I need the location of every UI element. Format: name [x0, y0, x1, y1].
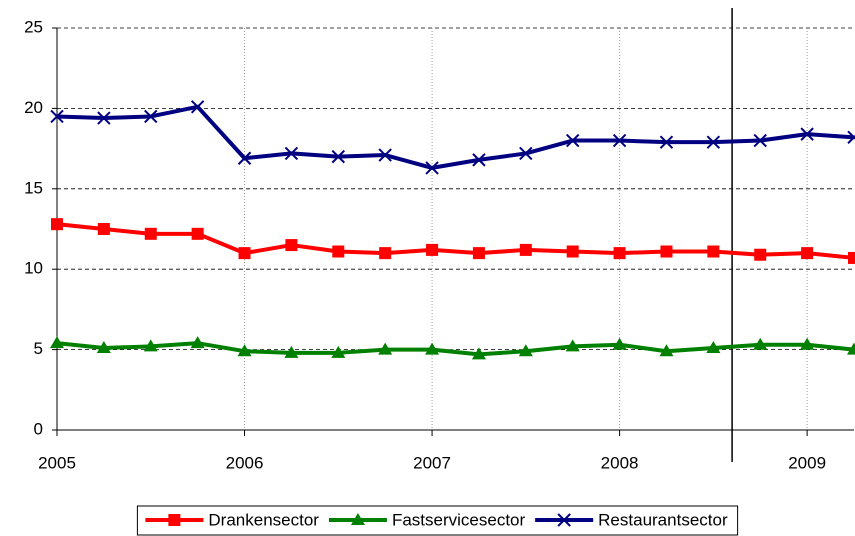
- marker: [144, 227, 157, 240]
- marker: [350, 513, 365, 525]
- marker: [753, 337, 768, 350]
- marker: [659, 344, 674, 357]
- marker: [50, 336, 64, 349]
- x-tick-label: 2008: [601, 453, 639, 472]
- marker: [284, 146, 299, 161]
- marker: [613, 247, 626, 260]
- legend: Drankensector Fastservicesector Restaurant…: [136, 505, 739, 536]
- marker: [190, 336, 205, 349]
- marker: [557, 513, 571, 527]
- y-tick-label: 25: [24, 17, 43, 36]
- marker: [660, 245, 673, 258]
- marker: [426, 243, 439, 256]
- marker: [659, 135, 674, 149]
- marker: [332, 245, 345, 258]
- series-line: [56, 104, 855, 170]
- series-line: [56, 222, 855, 260]
- marker: [331, 345, 346, 358]
- marker: [51, 218, 63, 231]
- series-line: [56, 341, 855, 357]
- legend-label: Fastservicesector: [392, 510, 526, 529]
- marker: [190, 100, 205, 114]
- marker: [50, 109, 64, 124]
- marker: [800, 337, 815, 350]
- marker: [96, 340, 111, 353]
- marker: [284, 345, 299, 358]
- marker: [706, 340, 721, 353]
- legend-label: Drankensector: [208, 510, 319, 529]
- marker: [425, 342, 440, 355]
- marker: [612, 133, 627, 148]
- legend-box: [136, 505, 739, 536]
- marker: [425, 161, 439, 175]
- marker: [801, 247, 814, 260]
- legend-label: Restaurantsector: [598, 510, 728, 529]
- marker: [237, 344, 252, 357]
- marker: [97, 111, 111, 125]
- marker: [472, 247, 485, 260]
- marker: [847, 342, 855, 355]
- marker: [168, 514, 181, 526]
- marker: [191, 227, 204, 240]
- marker: [97, 223, 110, 235]
- marker: [471, 347, 486, 360]
- x-tick-label: 2007: [413, 453, 451, 472]
- y-tick-label: 5: [34, 339, 43, 358]
- marker: [706, 135, 721, 149]
- x-tick-label: 2009: [788, 453, 826, 472]
- marker: [707, 245, 720, 258]
- marker: [143, 339, 158, 352]
- y-tick-label: 20: [24, 98, 43, 117]
- marker: [472, 153, 486, 167]
- marker: [848, 251, 855, 264]
- x-tick-label: 2006: [226, 453, 264, 472]
- marker: [565, 133, 580, 148]
- marker: [285, 239, 298, 252]
- marker: [237, 151, 252, 165]
- marker: [519, 243, 532, 256]
- marker: [378, 342, 393, 355]
- x-tick-label: 2005: [38, 453, 76, 472]
- marker: [566, 245, 579, 258]
- marker: [331, 149, 346, 164]
- marker: [847, 130, 855, 145]
- marker: [144, 109, 158, 124]
- marker: [754, 248, 767, 261]
- marker: [379, 247, 392, 260]
- y-tick-label: 0: [34, 419, 43, 438]
- y-tick-label: 10: [24, 259, 43, 278]
- marker: [753, 133, 767, 148]
- marker: [378, 148, 392, 162]
- marker: [612, 337, 627, 350]
- marker: [518, 344, 533, 357]
- marker: [800, 127, 814, 141]
- marker: [238, 247, 251, 260]
- marker: [565, 339, 580, 352]
- marker: [519, 146, 533, 161]
- y-tick-label: 15: [24, 178, 43, 197]
